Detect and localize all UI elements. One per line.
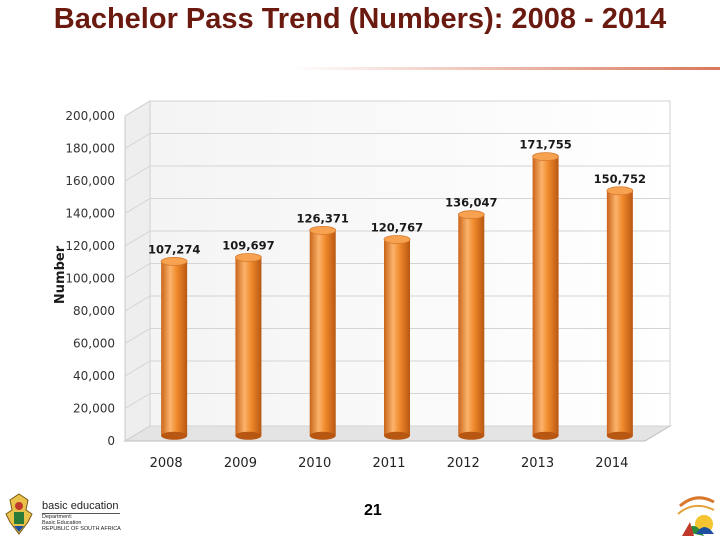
bar-body — [309, 230, 336, 436]
x-axis-ticks: 2008 2009 2010 2011 2012 2013 2014 — [150, 456, 629, 471]
x-tick-label: 2008 — [150, 456, 183, 471]
bar-body — [161, 261, 188, 436]
logo-line: Department: — [42, 514, 73, 520]
gridline — [124, 360, 670, 377]
bar-body — [458, 214, 485, 436]
gridline — [124, 295, 670, 312]
bar-base — [384, 431, 410, 440]
data-label: 109,697 — [222, 238, 274, 252]
bar-base — [458, 431, 485, 440]
gridline — [124, 165, 670, 182]
logo-line: Basic Education — [42, 520, 82, 526]
bar-cap — [532, 152, 559, 162]
gridline — [124, 198, 670, 214]
gridline — [124, 230, 670, 247]
x-tick-label: 2013 — [521, 456, 554, 471]
y-axis-ticks: 0 20,000 40,000 60,000 80,000 100,000 120,000 1… — [65, 109, 115, 448]
y-axis-title: Number — [53, 245, 68, 304]
slide-title: Bachelor Pass Trend (Numbers): 2008 - 20… — [53, 3, 667, 35]
data-label: 107,274 — [148, 242, 200, 256]
y-tick-label: 160,000 — [65, 174, 115, 188]
x-tick-label: 2009 — [224, 456, 257, 471]
bar — [235, 253, 262, 440]
coat-of-arms-icon — [5, 493, 33, 535]
page-number: 21 — [364, 502, 382, 519]
x-tick-label: 2012 — [447, 456, 480, 471]
bar — [383, 235, 411, 440]
bar — [532, 152, 559, 440]
bar-body — [532, 156, 559, 436]
y-tick-label: 180,000 — [65, 142, 115, 156]
y-tick-label: 140,000 — [65, 207, 115, 221]
bar-cap — [606, 186, 634, 196]
bar-cap — [160, 257, 188, 266]
data-label: 126,371 — [297, 211, 349, 225]
logo-brand-text: basic education — [42, 500, 120, 514]
bar-cap — [309, 225, 337, 235]
anniversary-emblem-icon — [677, 496, 715, 536]
y-tick-label: 20,000 — [73, 402, 115, 416]
gridline — [124, 328, 670, 344]
y-tick-label: 120,000 — [65, 239, 115, 253]
bar-body — [384, 239, 410, 436]
gridline — [124, 263, 670, 279]
y-tick-label: 100,000 — [65, 272, 115, 286]
data-label: 136,047 — [445, 196, 497, 210]
y-tick-label: 200,000 — [65, 109, 115, 123]
data-labels: 107,274 109,697 126,371 120,767 136,047 171,7… — [148, 138, 646, 257]
bar-base — [235, 431, 262, 440]
title-underline — [290, 67, 720, 70]
department-logo: basic education Department: Basic Educat… — [2, 492, 142, 538]
bar — [457, 210, 485, 440]
gridlines — [124, 100, 670, 442]
logo-line: REPUBLIC OF SOUTH AFRICA — [42, 526, 121, 532]
data-label: 171,755 — [519, 138, 571, 152]
bar-base — [606, 431, 633, 440]
bar-base — [309, 431, 336, 440]
gridline — [124, 133, 670, 149]
bar-body — [606, 190, 633, 436]
y-tick-label: 60,000 — [73, 337, 115, 351]
bar-cap — [235, 253, 262, 262]
gridline — [124, 425, 670, 442]
data-label: 120,767 — [371, 221, 423, 235]
y-tick-label: 0 — [107, 434, 115, 448]
bar-body — [235, 257, 262, 436]
bar-cap — [457, 210, 485, 220]
x-tick-label: 2014 — [595, 456, 628, 471]
data-label: 150,752 — [594, 172, 646, 186]
y-tick-label: 40,000 — [73, 369, 115, 383]
gridline — [124, 393, 670, 409]
gridline — [124, 100, 670, 117]
bar-base — [532, 431, 559, 440]
bar-base — [161, 431, 188, 440]
x-tick-label: 2011 — [372, 456, 405, 471]
bars — [160, 152, 634, 440]
x-tick-label: 2010 — [298, 456, 331, 471]
bar — [160, 257, 188, 440]
bar — [309, 225, 337, 440]
bar — [606, 186, 634, 440]
y-tick-label: 80,000 — [73, 304, 115, 318]
bar-cap — [383, 235, 411, 244]
